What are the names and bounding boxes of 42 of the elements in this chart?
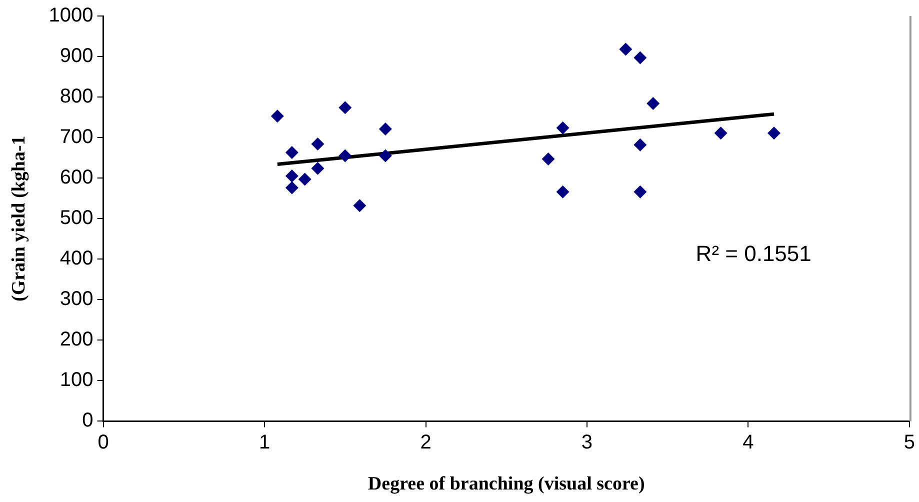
annotation: R² = 0.1551: [696, 241, 812, 266]
point: [311, 138, 324, 151]
point: [338, 101, 352, 114]
y-tick-label: 500: [60, 207, 94, 230]
point: [285, 146, 298, 160]
x-tick-label: 5: [904, 432, 915, 454]
point: [634, 138, 647, 152]
point: [646, 97, 660, 110]
y-tick-label: 200: [60, 328, 94, 351]
y-tick-label: 300: [60, 288, 94, 310]
point: [338, 149, 352, 162]
y-axis-title: (Grain yield (kgha-1: [8, 136, 30, 302]
y-tick-label: 800: [60, 86, 94, 108]
x-tick-label: 2: [420, 432, 432, 454]
point: [270, 110, 284, 123]
y-tick-label: 900: [60, 45, 94, 68]
y-tick-label: 600: [60, 166, 94, 189]
point: [619, 42, 632, 56]
point: [556, 121, 570, 134]
point: [714, 126, 728, 140]
point: [542, 152, 555, 166]
point: [634, 51, 647, 64]
point: [768, 126, 781, 140]
point: [556, 185, 570, 198]
point: [285, 170, 298, 183]
x-tick-label: 0: [98, 432, 109, 454]
y-tick-label: 400: [60, 248, 94, 270]
x-tick-label: 1: [258, 432, 270, 454]
x-tick-label: 4: [742, 432, 754, 454]
x-axis-title: Degree of branching (visual score): [368, 474, 645, 495]
point: [378, 149, 392, 162]
point: [285, 181, 298, 194]
point: [311, 162, 324, 175]
x-tick-label: 3: [581, 432, 593, 454]
y-tick-label: 0: [82, 410, 94, 432]
y-tick-label: 700: [60, 126, 94, 148]
point: [353, 199, 366, 212]
point: [298, 172, 312, 186]
y-tick-label: 100: [60, 369, 94, 392]
point: [378, 122, 392, 136]
point: [634, 185, 647, 198]
y-tick-label: 1000: [48, 4, 94, 27]
